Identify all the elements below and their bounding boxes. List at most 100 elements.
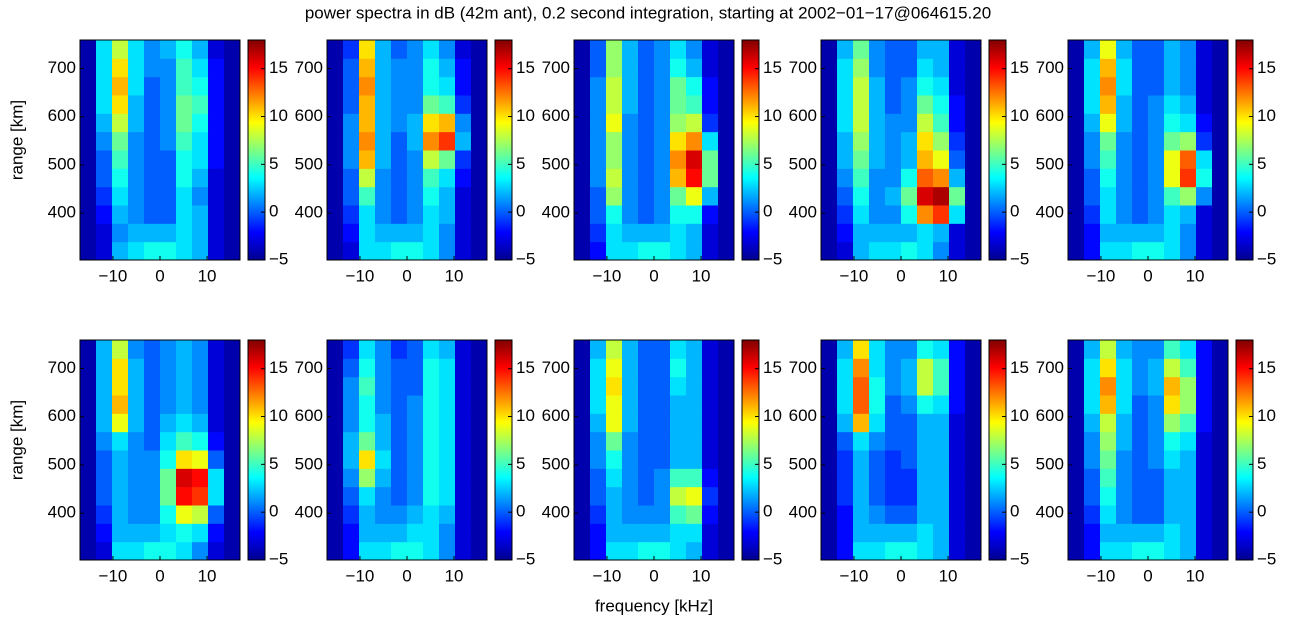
cell: [853, 95, 870, 114]
cell: [112, 340, 129, 359]
cell: [1148, 523, 1165, 543]
cell: [1196, 468, 1213, 488]
cell: [160, 431, 177, 451]
cell: [718, 486, 734, 506]
cell: [1068, 205, 1085, 224]
cell: [933, 168, 950, 188]
colorbar-tick-label: 0: [269, 202, 278, 221]
cell: [821, 486, 838, 506]
colorbar-tick-label: 0: [516, 202, 525, 221]
cell: [439, 340, 456, 359]
cell: [439, 523, 456, 543]
cell: [1100, 241, 1117, 260]
cell: [590, 205, 607, 224]
cell: [853, 205, 870, 224]
cell: [423, 113, 440, 133]
cell: [423, 58, 440, 78]
cell: [112, 186, 129, 206]
cell: [439, 186, 456, 206]
cell: [80, 150, 97, 169]
cell: [622, 505, 639, 524]
colorbar: [248, 40, 265, 260]
cell: [455, 58, 472, 78]
cell: [853, 131, 870, 151]
cell: [327, 241, 344, 260]
cell: [917, 150, 934, 169]
cell: [702, 541, 719, 560]
cell: [439, 95, 456, 114]
cell: [837, 340, 854, 359]
cell: [949, 223, 966, 243]
cell: [208, 468, 225, 488]
cell: [1196, 168, 1213, 188]
cell: [1196, 131, 1213, 151]
x-tick-label: −10: [99, 266, 128, 285]
cell: [869, 358, 886, 378]
cell: [128, 113, 145, 133]
y-axis-label: range [km]: [7, 100, 26, 180]
cell: [718, 413, 734, 433]
cell: [160, 358, 177, 378]
cell: [144, 150, 161, 169]
cell: [686, 241, 703, 260]
cell: [853, 541, 870, 560]
cell: [96, 95, 113, 114]
cell: [949, 376, 966, 396]
cell: [423, 395, 440, 414]
colorbar-tick-label: 10: [763, 406, 782, 425]
cell: [471, 340, 487, 359]
cell: [1180, 205, 1197, 224]
cell: [1196, 376, 1213, 396]
cell: [869, 468, 886, 488]
cell: [1148, 413, 1165, 433]
cell: [949, 58, 966, 78]
cell: [208, 76, 225, 96]
cell: [718, 113, 734, 133]
cell: [375, 205, 392, 224]
cell: [949, 76, 966, 96]
cell: [622, 523, 639, 543]
cell: [821, 113, 838, 133]
cell: [718, 450, 734, 469]
x-tick-label: 10: [692, 266, 711, 285]
cell: [1148, 168, 1165, 188]
cell: [1068, 358, 1085, 378]
cell: [654, 468, 671, 488]
cell: [128, 431, 145, 451]
cell: [80, 186, 97, 206]
cell: [917, 58, 934, 78]
cell: [327, 505, 344, 524]
cell: [670, 150, 687, 169]
cell: [606, 541, 623, 560]
cell: [702, 468, 719, 488]
cell: [1148, 468, 1165, 488]
cell: [606, 241, 623, 260]
cell: [1164, 76, 1181, 96]
y-tick-label: 400: [542, 203, 570, 222]
cell: [423, 523, 440, 543]
cell: [343, 340, 360, 359]
colorbar-tick-label: 15: [516, 58, 535, 77]
cell: [359, 40, 376, 59]
cell: [949, 150, 966, 169]
cell: [853, 168, 870, 188]
cell: [391, 131, 408, 151]
cell: [590, 486, 607, 506]
cell: [901, 450, 918, 469]
cell: [343, 431, 360, 451]
cell: [638, 376, 655, 396]
cell: [375, 168, 392, 188]
colorbar: [989, 40, 1006, 260]
cell: [471, 431, 487, 451]
cell: [224, 186, 240, 206]
cell: [1116, 468, 1133, 488]
cell: [144, 523, 161, 543]
cell: [375, 150, 392, 169]
cell: [1100, 150, 1117, 169]
cell: [1164, 340, 1181, 359]
cell: [391, 150, 408, 169]
cell: [1148, 395, 1165, 414]
y-tick-label: 600: [542, 106, 570, 125]
cell: [702, 486, 719, 506]
colorbar-tick-label: 10: [1010, 106, 1029, 125]
